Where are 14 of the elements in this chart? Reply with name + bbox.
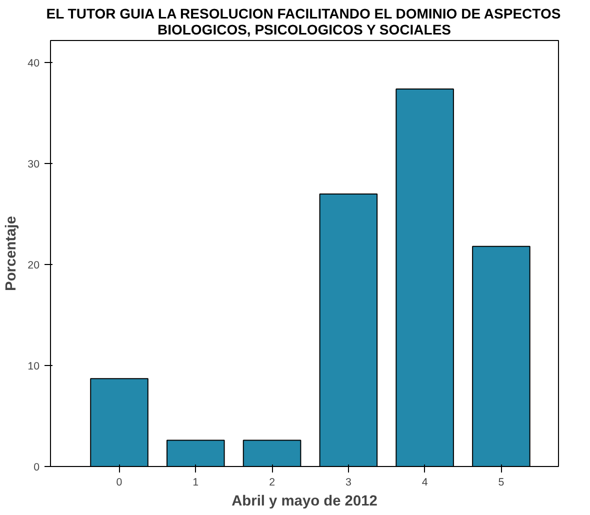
y-tick-label: 0 (34, 462, 40, 474)
x-tick-label: 0 (116, 476, 122, 488)
y-tick-label: 40 (28, 58, 40, 70)
x-axis-title: Abril y mayo de 2012 (232, 494, 378, 510)
y-tick-label: 10 (28, 360, 40, 373)
chart-title: EL TUTOR GUIA LA RESOLUCION FACILITANDO EL DOMINIO DE ASPECTOS BIOLOGICOS, PSICOLOGICOS Y SOCIALES (46, 6, 561, 38)
x-tick-label: 1 (192, 476, 199, 488)
x-tick-label: 4 (422, 476, 428, 488)
y-axis-title: Porcentaje (4, 216, 20, 291)
y-tick-label: 20 (28, 260, 40, 272)
x-tick-label: 2 (269, 476, 276, 488)
y-tick-label: 30 (28, 158, 40, 171)
x-tick-label: 3 (345, 476, 352, 488)
x-tick-label: 5 (498, 476, 504, 488)
